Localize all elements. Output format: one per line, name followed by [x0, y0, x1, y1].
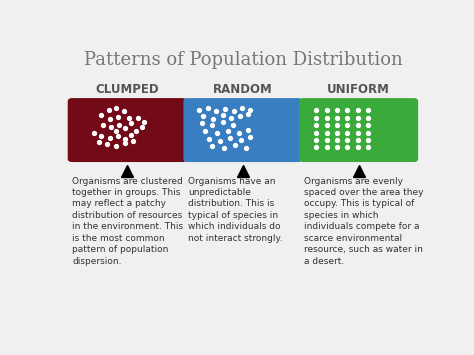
Text: Patterns of Population Distribution: Patterns of Population Distribution [83, 51, 402, 69]
Text: Organisms have an
unpredictable
distribution. This is
typical of species in
whic: Organisms have an unpredictable distribu… [188, 176, 283, 243]
Text: CLUMPED: CLUMPED [95, 83, 159, 96]
Text: UNIFORM: UNIFORM [327, 83, 390, 96]
FancyBboxPatch shape [68, 98, 187, 162]
FancyBboxPatch shape [183, 98, 302, 162]
Text: Organisms are clustered
together in groups. This
may reflect a patchy
distributi: Organisms are clustered together in grou… [72, 176, 183, 266]
Text: RANDOM: RANDOM [213, 83, 273, 96]
Text: Organisms are evenly
spaced over the area they
occupy. This is typical of
specie: Organisms are evenly spaced over the are… [303, 176, 423, 266]
FancyBboxPatch shape [299, 98, 418, 162]
